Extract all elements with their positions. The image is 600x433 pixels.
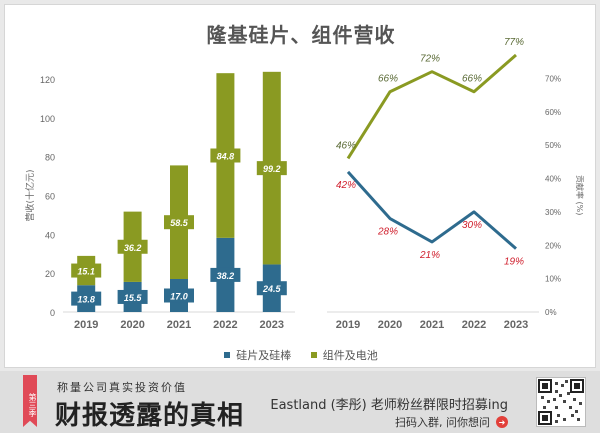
line-y-tick-label: 0% <box>545 308 557 317</box>
bar-x-tick-label: 2019 <box>74 319 98 331</box>
line-y-tick-label: 60% <box>545 108 561 117</box>
line-data-label: 42% <box>336 180 356 191</box>
bar-data-label-box <box>256 161 287 176</box>
line-y-tick-label: 40% <box>545 175 561 184</box>
slogan-big: 财报透露的真相 <box>55 401 245 431</box>
bar-data-label-box <box>210 267 241 282</box>
line-data-label: 72% <box>420 54 440 65</box>
promo-sub-link[interactable]: 扫码入群, 问你想问 ➜ <box>395 414 508 430</box>
qr-code-icon <box>538 379 584 425</box>
bar-data-label-box <box>164 288 194 303</box>
bar-data-label-box <box>71 263 102 278</box>
line-data-label: 30% <box>462 220 482 231</box>
legend: 硅片及硅棒 组件及电池 <box>5 347 597 363</box>
bar-data-label-box <box>117 239 148 254</box>
bar-data-label: 13.8 <box>77 295 95 305</box>
bar-data-label: 38.2 <box>217 271 235 281</box>
bar-data-label: 36.2 <box>124 243 142 253</box>
bar-y-tick-label: 40 <box>45 230 55 240</box>
line-data-label: 77% <box>504 37 524 48</box>
chart-title: 隆基硅片、组件营收 <box>206 25 396 47</box>
line-y-tick-label: 20% <box>545 241 561 250</box>
line-data-label: 66% <box>462 74 482 85</box>
line-data-label: 66% <box>378 74 398 85</box>
line-y-tick-label: 70% <box>545 74 561 83</box>
season-badge: 第三季 <box>23 375 37 427</box>
line-data-label: 28% <box>377 227 398 238</box>
bar-data-label: 99.2 <box>263 164 281 174</box>
line-y-tick-label: 10% <box>545 275 561 284</box>
qr-code[interactable] <box>536 377 586 427</box>
legend-item-module: 组件及电池 <box>310 347 378 363</box>
line-series-module <box>346 53 517 160</box>
bar-data-label-box <box>210 148 241 163</box>
line-data-label: 21% <box>419 250 440 261</box>
line-series-wafer <box>346 170 517 250</box>
bar-y-tick-label: 80 <box>45 153 55 163</box>
bar-data-label: 17.0 <box>170 291 188 301</box>
bar-y-tick-label: 60 <box>45 192 55 202</box>
promo-main-text: Eastland (李彤) 老师粉丝群限时招募ing <box>270 398 508 413</box>
bar-y-axis-label: 营收(十亿元) <box>24 169 36 221</box>
bar-data-label-box <box>164 215 194 230</box>
legend-label-wafer: 硅片及硅棒 <box>236 349 292 362</box>
bar-data-label: 84.8 <box>217 152 235 162</box>
line-x-tick-label: 2022 <box>462 319 486 331</box>
line-y-axis-label: 贡献率 (%) <box>575 175 585 215</box>
bar-data-label-box <box>71 291 102 306</box>
line-data-label: 46% <box>336 140 356 151</box>
bar-data-label-box <box>256 281 287 296</box>
line-x-tick-label: 2019 <box>336 319 360 331</box>
line-x-tick-label: 2023 <box>504 319 528 331</box>
bar-x-tick-label: 2022 <box>213 319 237 331</box>
chart-canvas: 0 20 40 60 80 100 120 营收(十亿元) 13.8 15.1 2019 15.5 36… <box>24 37 585 331</box>
slogan-small: 称量公司真实投资价值 <box>57 381 187 394</box>
legend-item-wafer: 硅片及硅棒 <box>224 347 291 363</box>
bar-x-tick-label: 2020 <box>120 319 144 331</box>
bar-x-tick-label: 2023 <box>260 319 284 331</box>
bar-y-tick-label: 0 <box>50 308 55 318</box>
bar-data-label: 58.5 <box>170 218 189 228</box>
bar-y-tick-label: 100 <box>40 114 55 124</box>
legend-swatch-module <box>310 352 317 358</box>
promo-sub-text: 扫码入群, 问你想问 <box>395 416 490 429</box>
arrow-right-icon: ➜ <box>496 416 508 428</box>
bar-data-label-box <box>117 289 148 304</box>
line-x-tick-label: 2021 <box>420 319 444 331</box>
line-data-label: 19% <box>504 257 524 268</box>
bar-y-tick-label: 20 <box>45 269 55 279</box>
line-x-tick-label: 2020 <box>378 319 402 331</box>
line-y-tick-label: 30% <box>545 208 561 217</box>
legend-label-module: 组件及电池 <box>322 349 378 362</box>
line-y-tick-label: 50% <box>545 141 561 150</box>
bar-x-tick-label: 2021 <box>167 319 191 331</box>
promo-banner: 第三季 称量公司真实投资价值 财报透露的真相 Eastland (李彤) 老师粉… <box>0 371 600 433</box>
legend-swatch-wafer <box>224 352 231 358</box>
bar-y-tick-label: 120 <box>40 75 55 85</box>
bar-data-label: 24.5 <box>262 284 282 294</box>
chart-card: 隆基硅片、组件营收 0 20 40 60 80 100 120 营收(十亿元) 13.8 15.1… <box>4 4 596 368</box>
bar-data-label: 15.5 <box>124 293 143 303</box>
bar-data-label: 15.1 <box>77 267 95 277</box>
